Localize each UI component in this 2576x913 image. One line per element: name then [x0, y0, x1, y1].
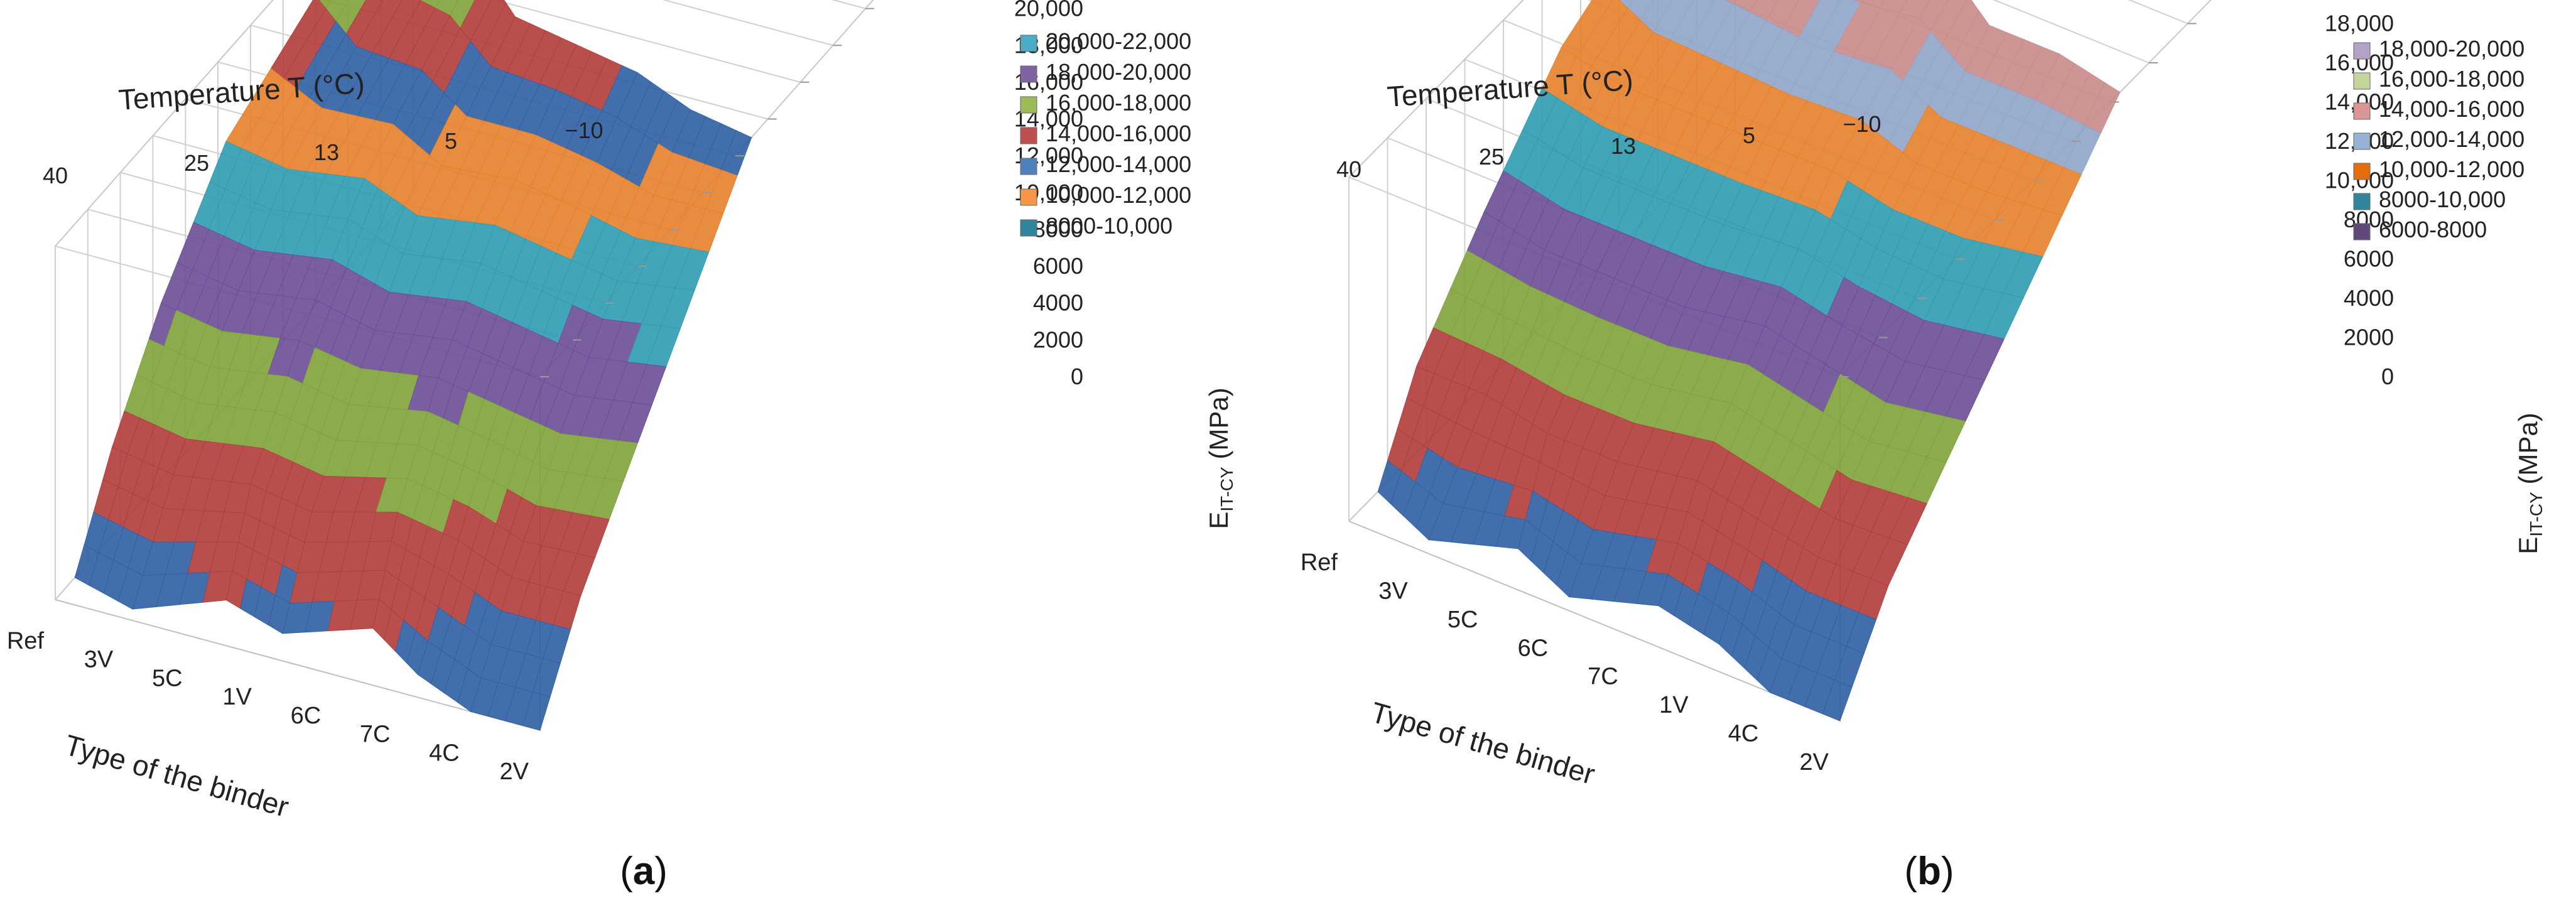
temperature-tick-label: 13	[1611, 133, 1636, 159]
legend-swatch	[2353, 42, 2371, 60]
z-tick-label: 0	[1071, 364, 1083, 389]
legend-label: 18,000-20,000	[2379, 36, 2525, 62]
binder-tick-label: 7C	[1588, 664, 1618, 690]
binder-tick-label: 4C	[1728, 721, 1759, 747]
z-tick-label: 0	[2381, 364, 2394, 389]
legend-swatch	[2353, 72, 2371, 90]
legend-swatch	[2353, 193, 2371, 210]
binder-tick-label: 3V	[1378, 578, 1408, 604]
legend-label: 20,000-22,000	[1046, 28, 1191, 54]
binder-tick-label: 6C	[291, 703, 322, 729]
legend: 20,000-22,000 18,000-20,000 16,000-18,000 1…	[1020, 28, 1191, 239]
legend-swatch	[1020, 219, 1037, 237]
temperature-tick-label: 40	[1336, 156, 1361, 182]
legend-label: 16,000-18,000	[1046, 90, 1191, 116]
binder-axis-title: Type of the binder	[61, 728, 292, 823]
chart-panel-b: 0200040006000800010,00012,00014,00016,00…	[1301, 0, 2546, 893]
binder-tick-label: 1V	[222, 684, 252, 710]
temperature-tick-label: 13	[314, 139, 339, 165]
legend-swatch	[2353, 132, 2371, 150]
binder-tick-label: 1V	[1659, 692, 1689, 718]
legend-label: 12,000-14,000	[2379, 126, 2525, 152]
legend-label: 18,000-20,000	[1046, 59, 1191, 85]
binder-tick-label: 2V	[1800, 749, 1829, 775]
panel-label: (b)	[1904, 850, 1954, 893]
binder-tick-label: 5C	[152, 665, 183, 691]
legend-swatch	[2353, 102, 2371, 120]
legend-label: 8000-10,000	[2379, 186, 2506, 212]
legend-label: 10,000-12,000	[1046, 182, 1191, 208]
z-tick-label: 2000	[2344, 325, 2394, 350]
binder-tick-label: 4C	[429, 740, 460, 766]
legend: 18,000-20,000 16,000-18,000 14,000-16,000 1…	[2353, 36, 2525, 242]
legend-label: 14,000-16,000	[1046, 121, 1191, 146]
z-tick-label: 18,000	[2325, 11, 2394, 36]
wall-edge	[1348, 0, 1524, 178]
legend-swatch	[1020, 35, 1037, 52]
temperature-tick-label: 25	[184, 150, 209, 176]
legend-swatch	[1020, 127, 1037, 144]
z-axis-title: EIT-CY (MPa)	[1204, 387, 1237, 529]
z-tick-label: 20,000	[1014, 0, 1083, 21]
legend-swatch	[1020, 188, 1037, 206]
binder-tick-label: Ref	[1301, 549, 1338, 576]
chart-panel-a: 0200040006000800010,00012,00014,00016,00…	[7, 0, 1237, 893]
binder-tick-label: 2V	[500, 759, 529, 785]
binder-axis-title: Type of the binder	[1367, 696, 1598, 791]
surface	[1377, 0, 2121, 721]
z-tick-label: 2000	[1033, 327, 1083, 352]
legend-label: 6000-8000	[2379, 217, 2487, 242]
legend-swatch	[2353, 163, 2371, 180]
legend-swatch	[2353, 223, 2371, 240]
legend-swatch	[1020, 96, 1037, 114]
z-tick-label: 4000	[1033, 290, 1083, 316]
temperature-tick-label: 5	[1743, 122, 1755, 148]
surface	[74, 0, 752, 731]
temperature-tick-label: 5	[445, 128, 457, 154]
legend-label: 16,000-18,000	[2379, 66, 2525, 92]
surface-cell	[1822, 679, 1853, 721]
z-tick-label: 6000	[2344, 246, 2394, 272]
wall-edge	[55, 0, 274, 247]
temperature-tick-label: 40	[43, 163, 68, 188]
binder-tick-label: 6C	[1518, 635, 1549, 661]
temperature-tick-label: 25	[1479, 144, 1504, 170]
legend-label: 10,000-12,000	[2379, 156, 2525, 182]
binder-tick-label: 5C	[1448, 607, 1478, 633]
z-axis-title: EIT-CY (MPa)	[2513, 413, 2546, 554]
binder-tick-label: Ref	[7, 628, 45, 654]
temperature-tick-label: −10	[1843, 111, 1881, 137]
z-tick-label: 4000	[2344, 285, 2394, 311]
legend-label: 8000-10,000	[1046, 213, 1172, 239]
temperature-tick-label: −10	[565, 117, 603, 143]
legend-label: 12,000-14,000	[1046, 151, 1191, 177]
legend-swatch	[1020, 65, 1037, 83]
binder-tick-label: 7C	[360, 721, 391, 748]
binder-tick-label: 3V	[84, 647, 114, 673]
legend-label: 14,000-16,000	[2379, 96, 2525, 122]
z-tick-label: 6000	[1033, 253, 1083, 279]
surface-cell	[522, 691, 551, 731]
legend-swatch	[1020, 158, 1037, 175]
z-tick-label: 8000	[1033, 216, 1083, 242]
panel-label: (a)	[620, 850, 668, 893]
